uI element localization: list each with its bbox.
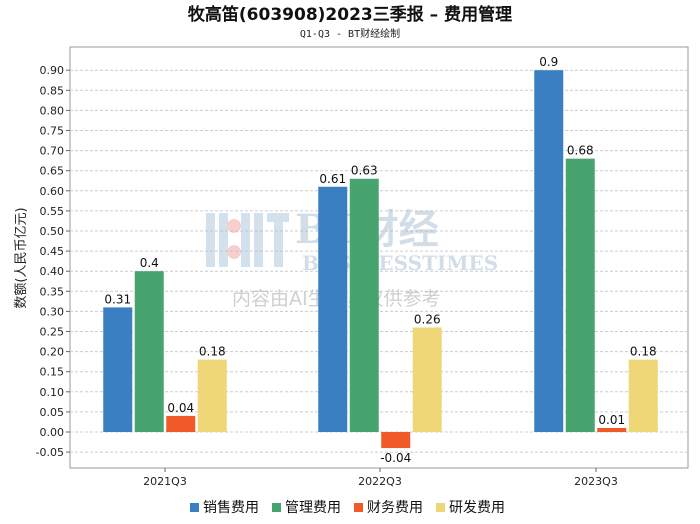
y-axis-label: 数额(人民币亿元) (14, 207, 29, 308)
y-tick-label: 0.15 (40, 366, 65, 379)
data-label: 0.18 (199, 345, 226, 359)
data-label: 0.18 (630, 345, 657, 359)
legend-swatch (354, 503, 363, 512)
x-axis-ticks: 2021Q3 2022Q3 2023Q3 (143, 468, 618, 488)
bar (628, 359, 658, 432)
bar (412, 327, 442, 432)
y-tick-label: 0.80 (40, 104, 65, 117)
chart-title: 牧高笛(603908)2023三季报 – 费用管理 (188, 4, 512, 25)
y-tick-label: 0.40 (40, 265, 65, 278)
y-tick-label: -0.05 (36, 446, 64, 459)
bars (103, 70, 658, 449)
legend-label: 研发费用 (449, 500, 505, 516)
legend-swatch (436, 503, 445, 512)
y-tick-label: 0.05 (40, 406, 65, 419)
data-labels: 0.31 0.4 0.04 0.18 0.61 0.63 -0.04 0.26 0.9 0.68 0… (104, 55, 656, 465)
legend-swatch (190, 503, 199, 512)
bar (134, 271, 164, 432)
y-tick-label: 0.65 (40, 165, 65, 178)
bar (349, 178, 379, 432)
data-label: -0.04 (380, 451, 411, 465)
y-tick-label: 0.30 (40, 305, 65, 318)
bar (534, 70, 564, 432)
data-label: 0.26 (414, 312, 441, 326)
y-tick-label: 0.00 (40, 426, 65, 439)
y-tick-label: 0.60 (40, 185, 65, 198)
bar (166, 415, 196, 432)
x-tick-label: 2021Q3 (143, 475, 187, 488)
y-tick-label: 0.50 (40, 225, 65, 238)
y-tick-label: 0.10 (40, 386, 65, 399)
data-label: 0.63 (351, 164, 378, 178)
data-label: 0.04 (167, 401, 194, 415)
y-tick-label: 0.20 (40, 346, 65, 359)
bar (381, 432, 411, 449)
watermark-logo-icon (206, 213, 289, 267)
y-tick-label: 0.35 (40, 285, 65, 298)
y-tick-label: 0.75 (40, 125, 65, 138)
legend: 销售费用 管理费用 财务费用 研发费用 (190, 500, 505, 516)
bar (197, 359, 227, 432)
y-axis-ticks: -0.05 0.00 0.05 0.10 0.15 0.20 0.25 0.30 0.35 0.4… (36, 64, 70, 459)
data-label: 0.61 (319, 172, 346, 186)
bar (597, 427, 627, 432)
y-tick-label: 0.55 (40, 205, 65, 218)
bar (318, 186, 348, 432)
chart-subtitle: Q1-Q3 - BT财经绘制 (300, 27, 400, 40)
legend-label: 财务费用 (367, 500, 423, 516)
data-label: 0.01 (598, 413, 625, 427)
y-tick-label: 0.70 (40, 145, 65, 158)
y-tick-label: 0.45 (40, 245, 65, 258)
legend-label: 管理费用 (285, 500, 341, 516)
bar (103, 307, 133, 432)
y-tick-label: 0.85 (40, 84, 65, 97)
y-tick-label: 0.25 (40, 326, 65, 339)
data-label: 0.68 (567, 144, 594, 158)
y-tick-label: 0.90 (40, 64, 65, 77)
x-tick-label: 2022Q3 (358, 475, 402, 488)
legend-swatch (272, 503, 281, 512)
data-label: 0.31 (104, 292, 131, 306)
x-tick-label: 2023Q3 (574, 475, 618, 488)
data-label: 0.9 (539, 55, 558, 69)
data-label: 0.4 (140, 256, 159, 270)
legend-label: 销售费用 (203, 500, 259, 516)
bar (565, 158, 595, 432)
